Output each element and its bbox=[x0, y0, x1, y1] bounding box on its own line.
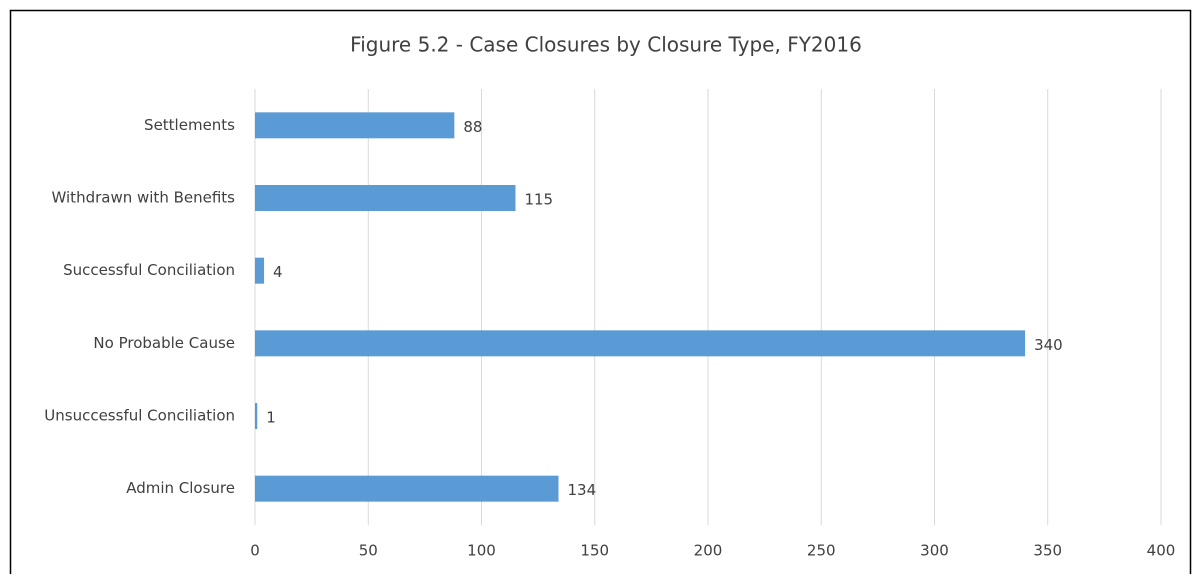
x-tick-label: 150 bbox=[580, 542, 609, 560]
chart-border bbox=[9, 9, 1192, 578]
bar bbox=[255, 112, 455, 139]
data-label: 115 bbox=[524, 191, 553, 209]
x-tick-label: 50 bbox=[359, 542, 378, 560]
bar bbox=[255, 257, 265, 284]
data-label: 1 bbox=[266, 409, 276, 427]
y-tick-label: Unsuccessful Conciliation bbox=[44, 407, 235, 425]
bar bbox=[255, 330, 1026, 357]
bar bbox=[255, 403, 258, 429]
y-tick-label: Admin Closure bbox=[126, 479, 235, 497]
y-tick-label: No Probable Cause bbox=[93, 334, 235, 352]
y-tick-label: Withdrawn with Benefits bbox=[52, 189, 236, 207]
data-label: 88 bbox=[463, 118, 482, 136]
x-tick-label: 0 bbox=[250, 542, 260, 560]
y-tick-label: Settlements bbox=[144, 116, 235, 134]
data-label: 134 bbox=[568, 481, 597, 499]
y-tick-label: Successful Conciliation bbox=[63, 261, 235, 279]
chart-title: Figure 5.2 - Case Closures by Closure Ty… bbox=[350, 33, 862, 57]
x-tick-label: 250 bbox=[807, 542, 836, 560]
x-tick-label: 200 bbox=[694, 542, 723, 560]
x-tick-label: 300 bbox=[920, 542, 949, 560]
bar bbox=[255, 475, 559, 502]
x-tick-label: 350 bbox=[1033, 542, 1062, 560]
data-label: 4 bbox=[273, 263, 283, 281]
x-tick-label: 100 bbox=[467, 542, 496, 560]
data-label: 340 bbox=[1034, 336, 1063, 354]
x-tick-label: 400 bbox=[1147, 542, 1176, 560]
bar bbox=[255, 185, 516, 211]
